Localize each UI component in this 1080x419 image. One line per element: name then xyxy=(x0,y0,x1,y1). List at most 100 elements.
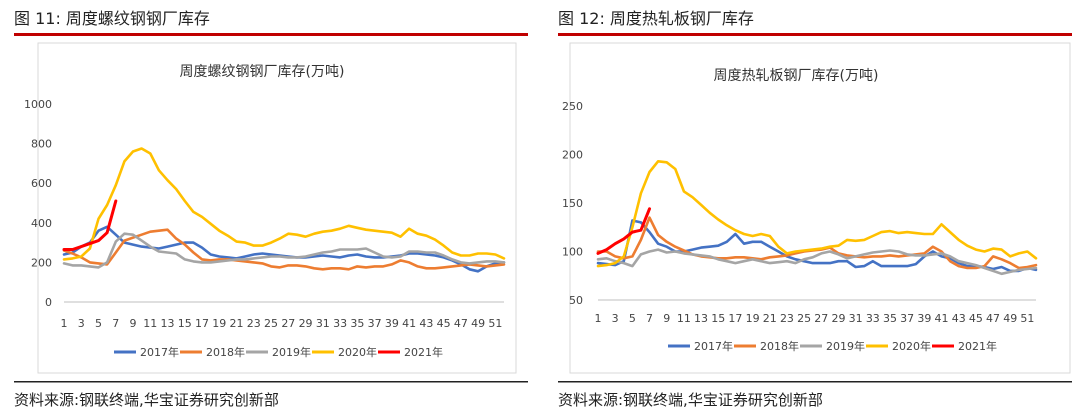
x-tick-label: 19 xyxy=(746,312,760,325)
x-tick-label: 49 xyxy=(471,317,485,330)
x-tick-label: 1 xyxy=(595,312,602,325)
x-tick-label: 11 xyxy=(143,317,157,330)
y-tick-label: 250 xyxy=(562,100,583,113)
x-tick-label: 25 xyxy=(264,317,278,330)
series-line-2019 xyxy=(596,248,1038,276)
x-tick-label: 33 xyxy=(333,317,347,330)
series-line-2017 xyxy=(596,219,1038,273)
x-tick-label: 37 xyxy=(900,312,914,325)
series-line-2020 xyxy=(596,160,1038,268)
x-tick-label: 31 xyxy=(316,317,330,330)
series-line-2021 xyxy=(596,207,651,255)
x-tick-label: 41 xyxy=(935,312,949,325)
y-tick-label: 200 xyxy=(562,149,583,162)
x-tick-label: 47 xyxy=(454,317,468,330)
x-tick-label: 35 xyxy=(883,312,897,325)
x-tick-label: 1 xyxy=(61,317,68,330)
x-tick-label: 21 xyxy=(763,312,777,325)
legend-label: 2021年 xyxy=(958,339,997,353)
panel-rebar-inventory: 图 11: 周度螺纹钢钢厂库存 周度螺纹钢钢厂库存(万吨) 0 200 400 600… xyxy=(14,9,528,409)
series-line-2021 xyxy=(62,199,118,251)
x-tick-label: 23 xyxy=(247,317,261,330)
figure-caption: 图 12: 周度热轧板钢厂库存 xyxy=(558,9,754,28)
source-note: 资料来源:钢联终端,华宝证券研究创新部 xyxy=(14,391,279,409)
chart-legend: 2017年 2018年 2019年 2020年 2021年 xyxy=(668,339,997,353)
x-tick-label: 43 xyxy=(952,312,966,325)
x-tick-label: 45 xyxy=(437,317,451,330)
x-tick-label: 51 xyxy=(488,317,502,330)
y-tick-label: 100 xyxy=(562,246,583,259)
legend-label: 2018年 xyxy=(760,339,799,353)
chart-frame xyxy=(569,42,1071,374)
x-tick-label: 25 xyxy=(797,312,811,325)
x-tick-label: 17 xyxy=(728,312,742,325)
source-rule xyxy=(558,381,1072,383)
x-tick-label: 39 xyxy=(917,312,931,325)
chart-title: 周度热轧板钢厂库存(万吨) xyxy=(714,68,879,84)
caption-rule xyxy=(14,33,528,36)
x-tick-label: 47 xyxy=(986,312,1000,325)
x-tick-label: 29 xyxy=(831,312,845,325)
chart-legend: 2017年 2018年 2019年 2020年 2021年 xyxy=(114,345,443,359)
x-tick-label: 33 xyxy=(866,312,880,325)
x-tick-label: 3 xyxy=(78,317,85,330)
x-tick-label: 39 xyxy=(385,317,399,330)
y-tick-label: 0 xyxy=(45,296,52,309)
x-tick-label: 15 xyxy=(711,312,725,325)
legend-label: 2020年 xyxy=(338,345,377,359)
x-tick-label: 51 xyxy=(1020,312,1034,325)
caption-rule xyxy=(558,33,1072,36)
y-tick-label: 600 xyxy=(31,177,52,190)
y-tick-label: 200 xyxy=(31,256,52,269)
legend-label: 2019年 xyxy=(272,345,311,359)
x-tick-label: 35 xyxy=(350,317,364,330)
x-tick-label: 9 xyxy=(663,312,670,325)
x-tick-label: 27 xyxy=(814,312,828,325)
x-tick-label: 49 xyxy=(1003,312,1017,325)
x-tick-label: 27 xyxy=(281,317,295,330)
legend-label: 2019年 xyxy=(826,339,865,353)
series-line-2020 xyxy=(62,147,506,261)
x-tick-label: 13 xyxy=(694,312,708,325)
y-tick-label: 50 xyxy=(569,294,583,307)
legend-label: 2018年 xyxy=(206,345,245,359)
x-tick-label: 7 xyxy=(646,312,653,325)
y-tick-label: 800 xyxy=(31,138,52,151)
figure-caption: 图 11: 周度螺纹钢钢厂库存 xyxy=(14,9,210,28)
panel-hot-rolled-inventory: 图 12: 周度热轧板钢厂库存 周度热轧板钢厂库存(万吨) 50 100 150 20… xyxy=(558,9,1072,409)
x-tick-label: 9 xyxy=(130,317,137,330)
x-tick-label: 31 xyxy=(849,312,863,325)
y-tick-label: 1000 xyxy=(24,98,52,111)
x-tick-label: 17 xyxy=(195,317,209,330)
x-tick-label: 13 xyxy=(161,317,175,330)
legend-label: 2017年 xyxy=(694,339,733,353)
source-rule xyxy=(14,381,528,383)
series-line-2019 xyxy=(62,232,506,269)
x-tick-label: 21 xyxy=(230,317,244,330)
legend-label: 2021年 xyxy=(404,345,443,359)
x-tick-label: 3 xyxy=(612,312,619,325)
x-tick-label: 37 xyxy=(368,317,382,330)
x-tick-label: 41 xyxy=(402,317,416,330)
x-tick-label: 43 xyxy=(419,317,433,330)
chart-frame xyxy=(37,42,517,374)
x-tick-label: 5 xyxy=(95,317,102,330)
x-tick-label: 19 xyxy=(212,317,226,330)
x-tick-label: 45 xyxy=(969,312,983,325)
legend-label: 2017年 xyxy=(140,345,179,359)
source-note: 资料来源:钢联终端,华宝证券研究创新部 xyxy=(558,391,823,409)
x-tick-label: 15 xyxy=(178,317,192,330)
y-tick-label: 150 xyxy=(562,197,583,210)
chart-title: 周度螺纹钢钢厂库存(万吨) xyxy=(180,64,345,80)
x-tick-label: 7 xyxy=(112,317,119,330)
x-tick-label: 29 xyxy=(299,317,313,330)
x-tick-label: 5 xyxy=(629,312,636,325)
legend-label: 2020年 xyxy=(892,339,931,353)
x-tick-label: 23 xyxy=(780,312,794,325)
x-tick-label: 11 xyxy=(677,312,691,325)
y-tick-label: 400 xyxy=(31,217,52,230)
